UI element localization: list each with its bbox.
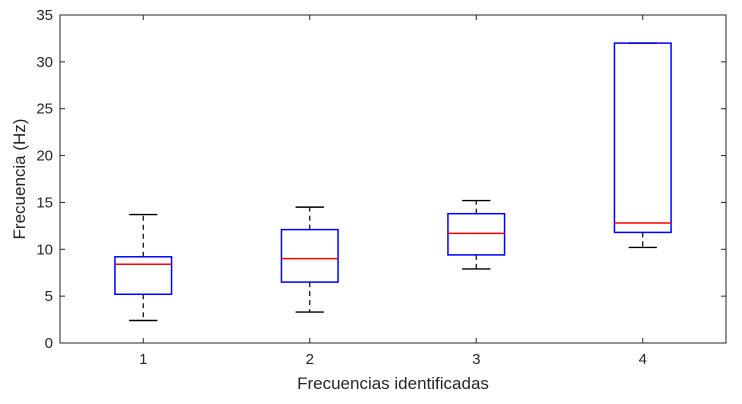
y-tick-label: 25 <box>36 101 53 118</box>
y-axis-ticks: 0 5 10 15 20 25 30 35 <box>36 7 726 352</box>
y-tick-label: 20 <box>36 148 53 165</box>
y-tick-label: 15 <box>36 194 53 211</box>
iqr-box <box>447 212 506 256</box>
box-4 <box>613 42 672 249</box>
x-tick-label: 1 <box>139 351 147 368</box>
y-axis-title: Frecuencia (Hz) <box>10 119 29 240</box>
y-tick-label: 10 <box>36 241 53 258</box>
box-2 <box>280 206 339 313</box>
x-tick-label: 2 <box>306 351 314 368</box>
box-series <box>114 42 672 322</box>
box-1 <box>114 213 173 322</box>
x-tick-label: 4 <box>639 351 647 368</box>
y-tick-label: 30 <box>36 54 53 71</box>
iqr-box <box>280 228 339 283</box>
y-tick-label: 0 <box>45 335 53 352</box>
y-tick-label: 35 <box>36 7 53 24</box>
x-axis-ticks: 1 2 3 4 <box>139 15 647 368</box>
iqr-box <box>613 42 672 234</box>
iqr-box <box>114 256 173 296</box>
x-axis-title: Frecuencias identificadas <box>297 374 489 393</box>
box-3 <box>447 199 506 270</box>
x-tick-label: 3 <box>472 351 480 368</box>
y-tick-label: 5 <box>45 288 53 305</box>
